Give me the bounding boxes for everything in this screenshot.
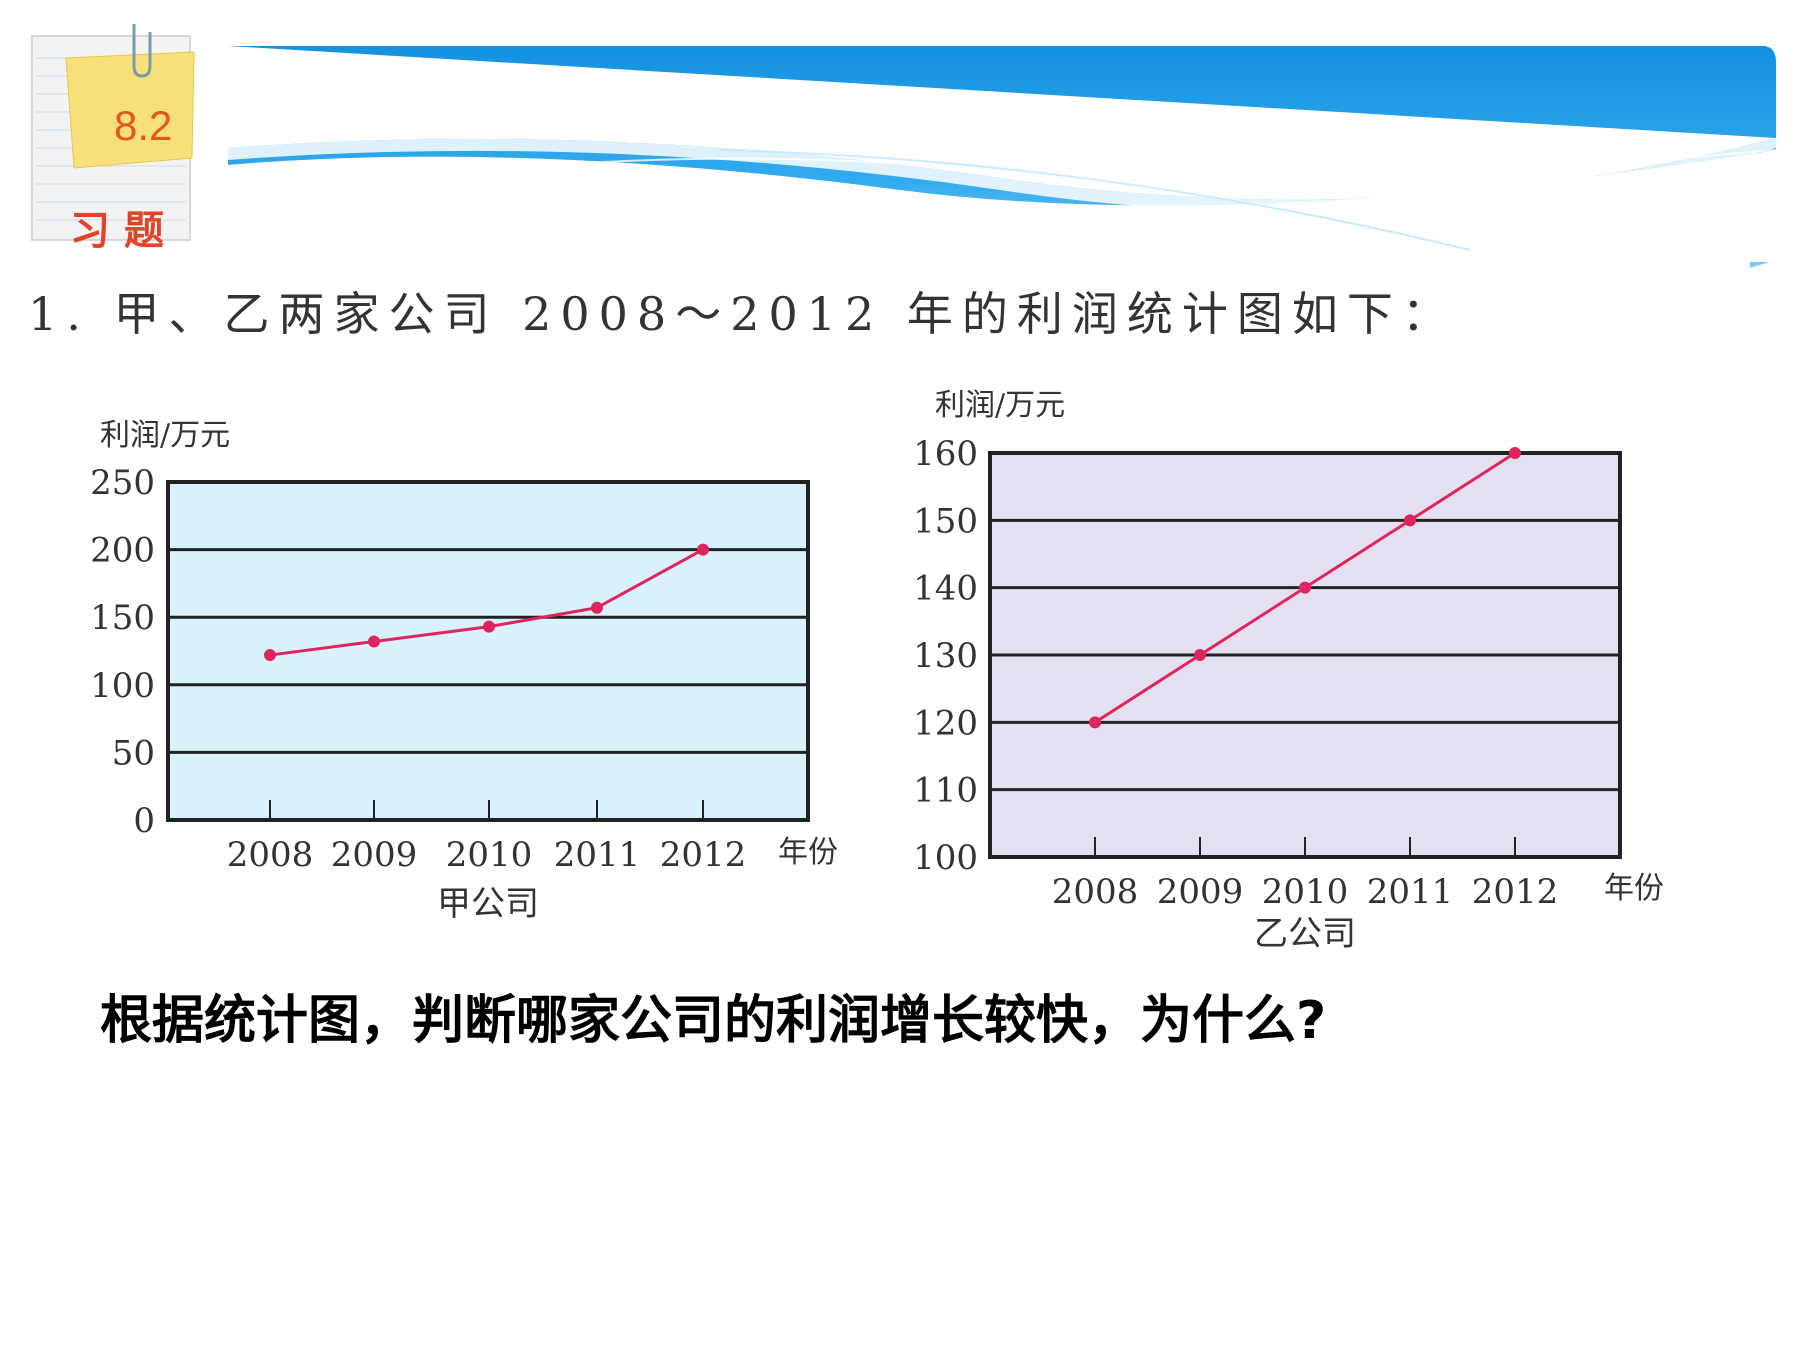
chart-1: 0 50 100 150 200 250 2008 2009 2010 2011 2012 利润/万元… [90, 418, 838, 924]
x-tick-label: 2010 [1262, 872, 1349, 912]
problem-statement: 1. 甲、乙两家公司 2008～2012 年的利润统计图如下： [28, 287, 1457, 341]
y-tick-label: 100 [90, 666, 155, 706]
x-tick-label: 2012 [660, 835, 747, 875]
badge-label: 习题 [70, 208, 178, 254]
chart-title: 乙公司 [1254, 914, 1356, 954]
data-point [591, 601, 603, 614]
y-tick-label: 110 [913, 771, 978, 811]
y-axis-title: 利润/万元 [100, 418, 230, 453]
question-text: 根据统计图，判断哪家公司的利润增长较快，为什么? [100, 991, 1327, 1051]
header-banner [228, 46, 1777, 268]
y-tick-label: 160 [913, 434, 978, 474]
y-tick-label: 140 [913, 569, 978, 609]
plot-area [166, 480, 810, 822]
y-tick-label: 50 [112, 733, 155, 773]
data-point [1194, 649, 1206, 661]
data-point [483, 620, 495, 633]
y-tick-label: 200 [90, 531, 155, 571]
y-tick-label: 120 [913, 703, 978, 743]
x-tick-label: 2012 [1472, 872, 1559, 912]
y-axis-title: 利润/万元 [935, 388, 1065, 423]
x-tick-label: 2010 [446, 835, 533, 875]
sticky-note-icon [31, 24, 195, 241]
data-point [697, 543, 709, 556]
y-tick-label: 250 [90, 463, 155, 503]
badge-number: 8.2 [114, 102, 173, 149]
x-axis-title: 年份 [778, 835, 838, 870]
x-tick-label: 2011 [554, 835, 641, 875]
data-point [1404, 514, 1416, 527]
x-tick-label: 2008 [1052, 872, 1139, 912]
y-tick-label: 150 [913, 501, 978, 541]
data-point [1509, 447, 1521, 459]
data-point [368, 635, 380, 648]
data-point [1299, 581, 1311, 594]
x-tick-label: 2011 [1367, 872, 1454, 912]
y-tick-label: 150 [90, 598, 155, 638]
y-tick-label: 130 [913, 636, 978, 676]
y-tick-label: 100 [913, 838, 978, 878]
section-badge: 8.2 习题 [22, 18, 202, 254]
x-tick-label: 2009 [1157, 872, 1244, 912]
chart-2: 100 110 120 130 140 150 160 2008 2009 2010 2011 201… [913, 388, 1664, 954]
data-point [264, 649, 276, 662]
x-tick-label: 2008 [227, 835, 314, 875]
y-tick-label: 0 [133, 801, 155, 841]
data-point [1089, 716, 1101, 729]
x-tick-label: 2009 [331, 835, 418, 875]
chart-title: 甲公司 [437, 884, 539, 924]
x-axis-title: 年份 [1604, 871, 1664, 906]
